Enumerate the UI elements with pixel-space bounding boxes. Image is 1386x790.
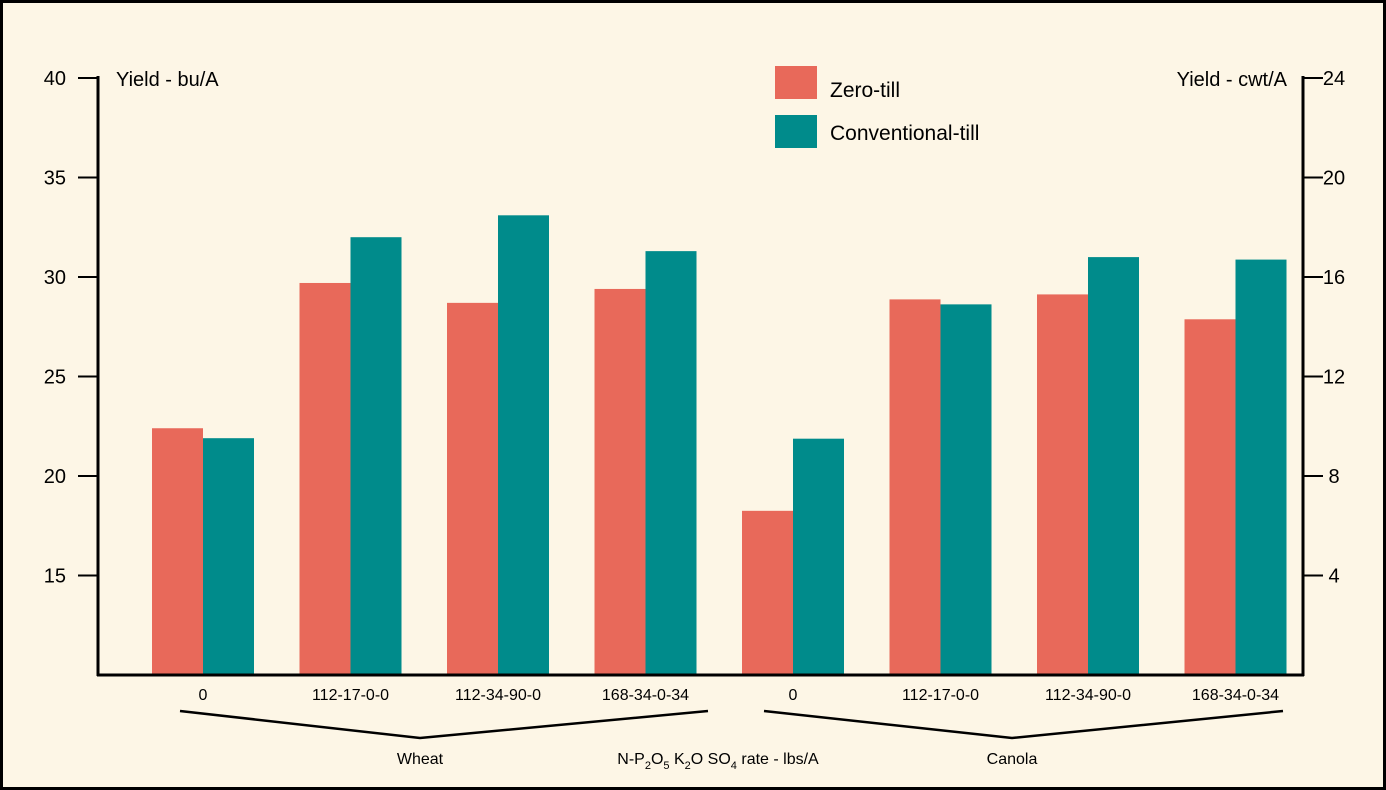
x-axis-title: N-P2O5 K2O SO4 rate - lbs/A (617, 751, 819, 772)
right-axis-tick-label: 12 (1323, 367, 1345, 389)
legend-swatch-conventional-till (775, 115, 817, 148)
group-bracket-wheat (179, 709, 709, 740)
right-axis-tick-label: 20 (1323, 168, 1345, 190)
bar-conventional-till (1235, 259, 1287, 675)
legend-label-zero-till: Zero-till (830, 79, 900, 102)
bar-conventional-till (498, 215, 549, 675)
bar-zero-till (152, 428, 203, 675)
x-axis-title-part: N-P (617, 751, 645, 768)
x-tick-label: 112-34-90-0 (1045, 687, 1131, 704)
x-tick-label: 112-17-0-0 (312, 687, 389, 704)
bar-zero-till (594, 288, 646, 675)
bar-conventional-till (203, 438, 254, 675)
x-axis-title-sub: 5 (663, 760, 669, 772)
legend-label-conventional-till: Conventional-till (830, 122, 979, 145)
x-tick-label: 112-17-0-0 (902, 687, 979, 704)
left-axis-title: Yield - bu/A (116, 69, 219, 91)
bar-zero-till (1037, 294, 1088, 675)
x-tick-label: 112-34-90-0 (455, 687, 541, 704)
right-axis-tick-label: 24 (1323, 68, 1345, 90)
right-axis-title: Yield - cwt/A (1177, 69, 1288, 91)
bar-conventional-till (645, 251, 697, 675)
x-tick-label: 0 (789, 687, 798, 704)
x-axis-title-part: K (670, 751, 685, 768)
x-tick-label: 168-34-0-34 (602, 687, 689, 704)
bar-conventional-till (940, 304, 992, 675)
bar-zero-till (1184, 319, 1236, 675)
left-axis-tick-label: 15 (44, 566, 66, 588)
legend-swatch-zero-till (775, 66, 817, 99)
left-axis-tick-label: 20 (44, 466, 66, 488)
bar-conventional-till (793, 438, 844, 675)
right-axis-tick-label: 16 (1323, 267, 1345, 289)
group-label-canola: Canola (987, 751, 1038, 768)
left-axis-tick-label: 35 (44, 168, 66, 190)
bar-zero-till (447, 302, 498, 675)
left-axis-tick-label: 30 (44, 267, 66, 289)
bar-conventional-till (350, 237, 402, 675)
x-axis-title-part: rate - lbs/A (737, 751, 819, 768)
x-axis-title-part: O (651, 751, 663, 768)
right-axis-tick-label: 4 (1328, 566, 1339, 588)
left-axis-tick-label: 25 (44, 367, 66, 389)
bar-zero-till (299, 282, 351, 675)
right-axis-tick-label: 8 (1328, 466, 1339, 488)
x-tick-label: 168-34-0-34 (1192, 687, 1279, 704)
x-axis-title-part: O SO (691, 751, 731, 768)
left-axis-tick-label: 40 (44, 68, 66, 90)
bars-layer (152, 215, 1287, 675)
group-bracket-canola (763, 709, 1284, 740)
x-tick-label: 0 (199, 687, 208, 704)
labels-layer: 0 112-17-0-0 112-34-90-0 168-34-0-34 0 112-17… (44, 68, 1345, 768)
x-axis-title-sub: 2 (645, 760, 651, 772)
bar-conventional-till (1088, 257, 1139, 675)
group-label-wheat: Wheat (397, 751, 444, 768)
legend: Zero-till Conventional-till (775, 66, 979, 148)
bar-zero-till (742, 510, 793, 675)
axes-layer (78, 76, 1323, 740)
x-axis-title-sub: 4 (731, 760, 737, 772)
bar-zero-till (889, 299, 941, 675)
x-axis-title-sub: 2 (685, 760, 691, 772)
